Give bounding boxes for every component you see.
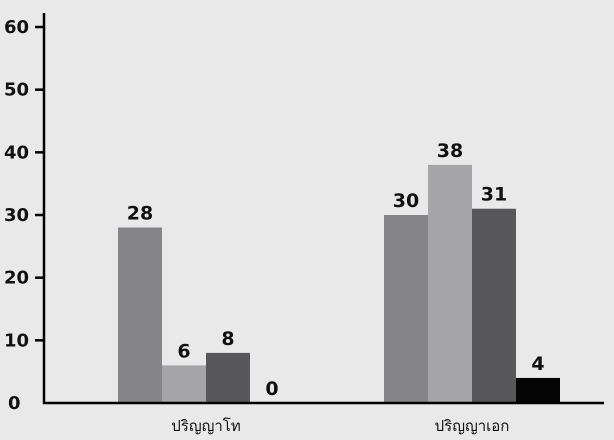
bar-2-1 bbox=[384, 215, 428, 403]
bar-1-1 bbox=[118, 227, 162, 403]
y-tick-label-50: 50 bbox=[4, 80, 29, 101]
y-tick-label-30: 30 bbox=[4, 205, 29, 226]
category-label-1: ปริญญาโท bbox=[171, 417, 241, 435]
bar-1-2 bbox=[162, 365, 206, 403]
category-label-2: ปริญญาเอก bbox=[435, 417, 510, 435]
data-label-2-4: 4 bbox=[531, 353, 544, 375]
data-label-2-2: 38 bbox=[437, 140, 463, 162]
y-tick-label-60: 60 bbox=[4, 17, 29, 38]
data-label-1-3: 8 bbox=[221, 328, 234, 350]
bar-2-3 bbox=[472, 208, 516, 403]
bar-2-4 bbox=[516, 377, 560, 403]
bar-1-3 bbox=[206, 352, 250, 403]
data-label-1-4: 0 bbox=[265, 378, 278, 400]
data-label-1-1: 28 bbox=[127, 203, 153, 225]
y-tick-label-0: 0 bbox=[8, 393, 21, 414]
y-tick-label-20: 20 bbox=[4, 268, 29, 289]
y-tick-label-10: 10 bbox=[4, 330, 29, 351]
bar-2-2 bbox=[428, 164, 472, 403]
data-label-1-2: 6 bbox=[177, 340, 190, 362]
data-label-2-3: 31 bbox=[481, 184, 507, 206]
data-label-2-1: 30 bbox=[393, 190, 419, 212]
y-tick-label-40: 40 bbox=[4, 142, 29, 163]
